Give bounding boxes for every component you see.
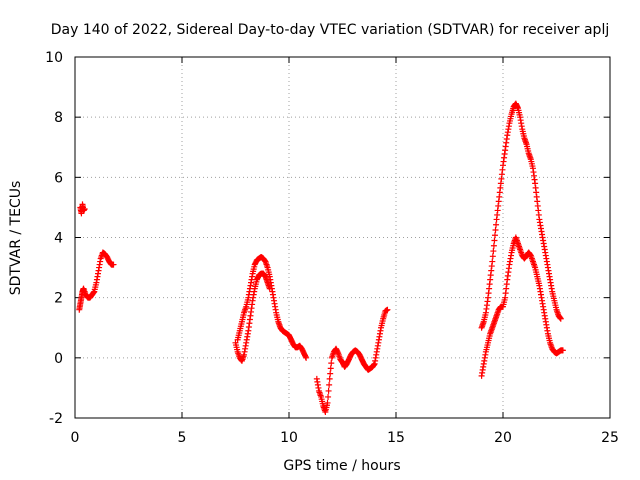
data-point	[491, 237, 498, 244]
x-tick-label: 25	[601, 430, 619, 446]
data-point	[491, 232, 498, 239]
x-tick-label: 5	[178, 430, 187, 446]
y-tick-label: 4	[54, 231, 63, 247]
data-point	[325, 387, 332, 394]
axis-ticks: 0 5 10 15 20 25 -2 0 2 4 6 8 10	[45, 50, 619, 446]
data-point	[489, 258, 496, 265]
y-tick-label: -2	[49, 411, 63, 427]
data-point	[327, 370, 334, 377]
data-point	[81, 205, 88, 212]
chart-title: Day 140 of 2022, Sidereal Day-to-day VTE…	[51, 22, 609, 38]
x-tick-label: 0	[71, 430, 80, 446]
data-point	[110, 261, 117, 268]
y-tick-label: 6	[54, 170, 63, 186]
data-point	[303, 354, 310, 361]
y-tick-label: 10	[45, 50, 63, 66]
x-tick-label: 10	[280, 430, 298, 446]
data-point	[324, 399, 331, 406]
data-points	[76, 100, 566, 415]
grid	[75, 57, 610, 418]
y-tick-label: 2	[54, 291, 63, 307]
data-point	[327, 365, 334, 372]
data-point	[492, 226, 499, 233]
y-tick-label: 0	[54, 351, 63, 367]
data-point	[557, 315, 564, 322]
data-point	[493, 221, 500, 228]
data-point	[384, 306, 391, 313]
y-axis-label: SDTVAR / TECUs	[8, 181, 24, 296]
data-point	[490, 242, 497, 249]
y-tick-label: 8	[54, 110, 63, 126]
data-point	[489, 253, 496, 260]
x-axis-label: GPS time / hours	[283, 458, 400, 474]
data-point	[490, 248, 497, 255]
data-point	[325, 393, 332, 400]
x-tick-label: 20	[494, 430, 512, 446]
data-point	[326, 381, 333, 388]
x-tick-label: 15	[387, 430, 405, 446]
data-point	[559, 347, 566, 354]
data-point	[328, 360, 335, 367]
plot-frame	[74, 56, 611, 419]
data-point	[326, 375, 333, 382]
